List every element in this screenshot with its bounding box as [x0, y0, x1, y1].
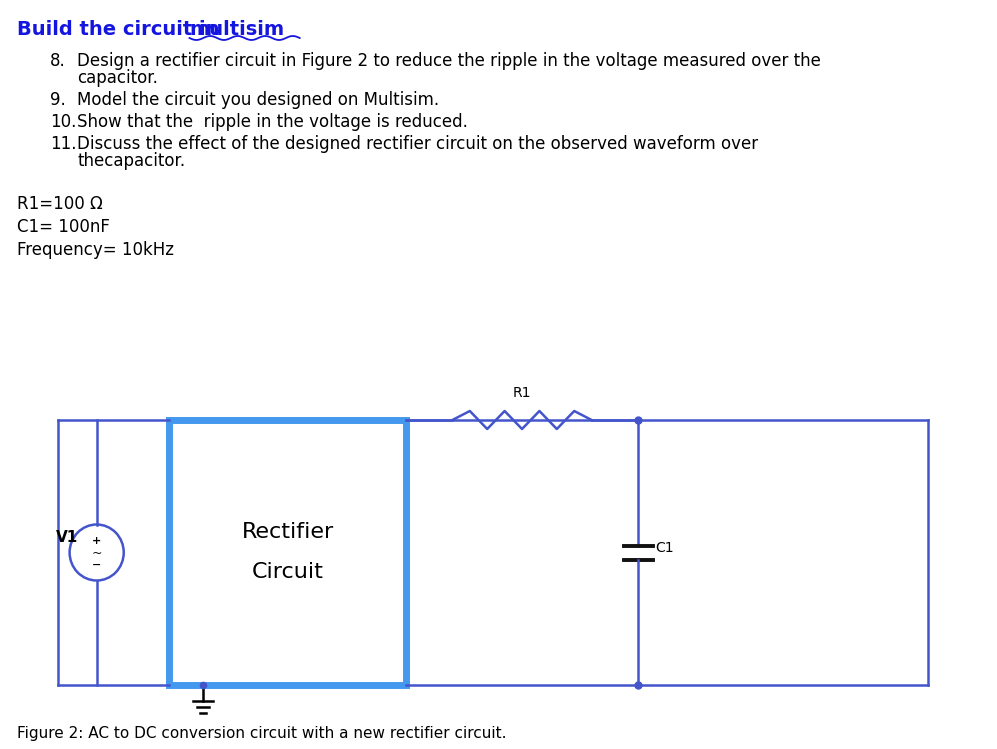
Text: Build the circuit in: Build the circuit in [17, 20, 226, 39]
Bar [169, 420, 406, 685]
Text: Model the circuit you designed on Multisim.: Model the circuit you designed on Multis… [78, 91, 440, 109]
Text: Frequency= 10kHz: Frequency= 10kHz [17, 241, 174, 259]
Text: ~: ~ [92, 547, 102, 560]
Text: −: − [92, 560, 102, 569]
Text: V1: V1 [56, 530, 79, 545]
Text: 10.: 10. [50, 113, 77, 131]
Text: Figure 2: AC to DC conversion circuit with a new rectifier circuit.: Figure 2: AC to DC conversion circuit wi… [17, 726, 506, 741]
Text: C1: C1 [655, 541, 674, 554]
Text: R1=100 Ω: R1=100 Ω [17, 195, 103, 213]
Text: 11.: 11. [50, 135, 77, 153]
Text: Circuit: Circuit [251, 562, 324, 583]
Text: multisim: multisim [189, 20, 284, 39]
Text: 8.: 8. [50, 52, 66, 70]
Text: Rectifier: Rectifier [241, 523, 334, 542]
Text: 9.: 9. [50, 91, 66, 109]
Text: Show that the  ripple in the voltage is reduced.: Show that the ripple in the voltage is r… [78, 113, 469, 131]
Text: capacitor.: capacitor. [78, 69, 159, 87]
Text: C1= 100nF: C1= 100nF [17, 218, 111, 236]
Text: +: + [92, 536, 102, 547]
Text: thecapacitor.: thecapacitor. [78, 152, 185, 170]
Text: R1: R1 [512, 386, 531, 400]
Text: Discuss the effect of the designed rectifier circuit on the observed waveform ov: Discuss the effect of the designed recti… [78, 135, 759, 153]
Text: Design a rectifier circuit in Figure 2 to reduce the ripple in the voltage measu: Design a rectifier circuit in Figure 2 t… [78, 52, 822, 70]
